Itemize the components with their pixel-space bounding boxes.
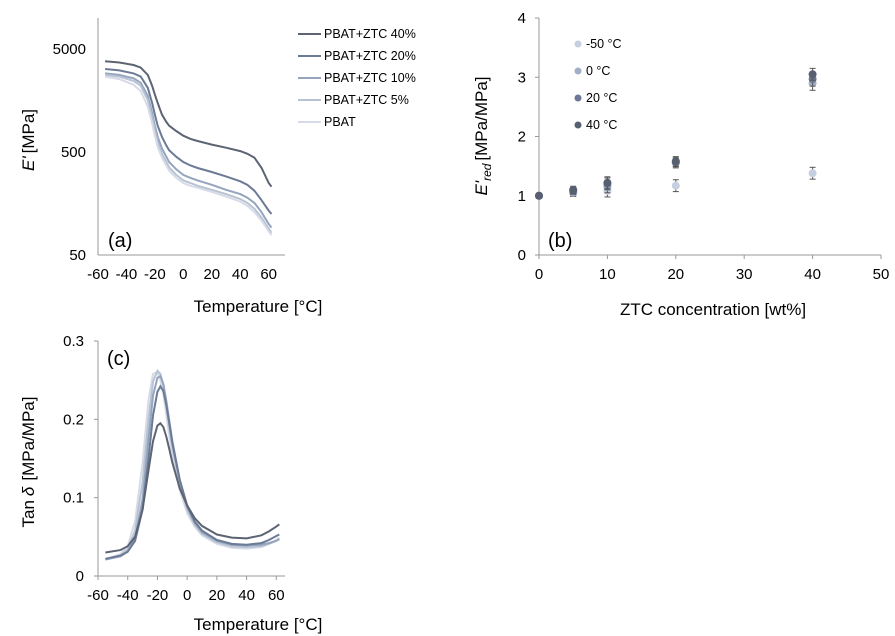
legend-marker bbox=[574, 40, 582, 48]
axis-b-x-ticks: 0 10 20 30 40 50 bbox=[535, 255, 890, 283]
axis-b-y-ticks: 0 1 2 3 4 bbox=[518, 10, 539, 264]
axis-b-y-tick-label: 0 bbox=[518, 247, 526, 264]
axis-c-y-ticks: 0 0.1 0.2 0.3 bbox=[63, 333, 98, 585]
axis-b-y-label: E'red[MPa/MPa] bbox=[472, 76, 494, 195]
panel-c-series bbox=[105, 368, 280, 561]
axis-a-y-ticks: 50 500 5000 bbox=[53, 41, 86, 264]
axis-a-x-tick-label: 0 bbox=[179, 266, 187, 283]
series-line bbox=[105, 68, 273, 215]
axis-b-x-tick-label: 30 bbox=[736, 266, 753, 283]
axis-b-y-tick-label: 4 bbox=[518, 10, 526, 27]
axis-a-x-ticks: -60 -40 -20 0 20 40 60 bbox=[87, 266, 277, 283]
data-point bbox=[671, 181, 680, 190]
legend-label: PBAT+ZTC 10% bbox=[324, 71, 416, 85]
axis-a-y-tick-label: 50 bbox=[69, 247, 86, 264]
axis-b-x-label: ZTC concentration [wt%] bbox=[620, 300, 806, 319]
axis-c-x-tick-label: -20 bbox=[147, 587, 169, 604]
data-point bbox=[603, 178, 612, 187]
legend-b: -50 °C 0 °C 20 °C 40 °C bbox=[574, 37, 622, 132]
panel-a-series bbox=[104, 60, 273, 236]
data-point bbox=[569, 185, 578, 194]
data-point bbox=[808, 70, 817, 79]
axis-b-y-tick-label: 1 bbox=[518, 188, 526, 205]
axis-b-x-tick-label: 50 bbox=[873, 266, 890, 283]
axis-b-x-tick-label: 40 bbox=[804, 266, 821, 283]
axis-b-x-tick-label: 10 bbox=[599, 266, 616, 283]
legend-label: PBAT bbox=[324, 115, 356, 129]
panel-b-label: (b) bbox=[548, 230, 572, 252]
legend-marker bbox=[574, 121, 582, 129]
legend-marker bbox=[574, 67, 582, 75]
series-line bbox=[105, 60, 273, 188]
series-line bbox=[104, 72, 273, 229]
data-point bbox=[671, 157, 680, 166]
axis-c-x-tick-label: 60 bbox=[268, 587, 285, 604]
axis-c-x-tick-label: -60 bbox=[87, 587, 109, 604]
legend-label: PBAT+ZTC 5% bbox=[324, 93, 409, 107]
series-line bbox=[104, 73, 273, 234]
axis-c-x-tick-label: 40 bbox=[238, 587, 255, 604]
axis-a-y-tick-label: 500 bbox=[61, 144, 86, 161]
panel-c: -60 -40 -20 0 20 40 60 0 0.1 0.2 0.3 (c) Temperat… bbox=[19, 333, 322, 634]
axis-a-x-tick-label: 60 bbox=[260, 266, 277, 283]
axis-a-y-label: E'[MPa] bbox=[19, 109, 38, 171]
axis-a-x-tick-label: -20 bbox=[144, 266, 166, 283]
axis-a-x-tick-label: -60 bbox=[87, 266, 109, 283]
legend-a: PBAT+ZTC 40% PBAT+ZTC 20% PBAT+ZTC 10% PBAT… bbox=[298, 27, 416, 129]
axis-a-y-tick-label: 5000 bbox=[53, 41, 86, 58]
axis-b-y-tick-label: 3 bbox=[518, 69, 526, 86]
axis-c-y-tick-label: 0 bbox=[76, 568, 84, 585]
series-line bbox=[105, 421, 280, 554]
legend-label: 20 °C bbox=[586, 91, 617, 105]
axis-a-x-label: Temperature [°C] bbox=[194, 297, 323, 316]
axis-b-y-tick-label: 2 bbox=[518, 129, 526, 146]
axis-c-x-label: Temperature [°C] bbox=[194, 615, 323, 634]
legend-label: -50 °C bbox=[586, 37, 622, 51]
axis-c-x-tick-label: 0 bbox=[183, 587, 191, 604]
data-point bbox=[808, 169, 817, 178]
legend-label: 40 °C bbox=[586, 118, 617, 132]
series-line bbox=[105, 371, 280, 561]
axis-b-x-tick-label: 0 bbox=[535, 266, 543, 283]
series-line bbox=[104, 75, 273, 236]
axis-c-y-label: Tanδ[MPa/MPa] bbox=[19, 397, 38, 528]
axis-c-y-tick-label: 0.2 bbox=[63, 411, 84, 428]
axis-c-y-tick-label: 0.1 bbox=[63, 490, 84, 507]
axis-c-x-ticks: -60 -40 -20 0 20 40 60 bbox=[87, 576, 285, 604]
axis-c-x-tick-label: -40 bbox=[117, 587, 139, 604]
legend-label: 0 °C bbox=[586, 64, 610, 78]
axis-a-x-tick-label: 20 bbox=[203, 266, 220, 283]
axis-a-x-tick-label: -40 bbox=[116, 266, 138, 283]
panel-b: 0 10 20 30 40 50 0 1 2 3 4 -50 °C 0 °C 20 °C 40 °C (… bbox=[472, 10, 889, 319]
panel-c-label: (c) bbox=[107, 348, 130, 370]
legend-label: PBAT+ZTC 20% bbox=[324, 49, 416, 63]
panel-a-label: (a) bbox=[108, 230, 132, 252]
axis-c-x-tick-label: 20 bbox=[209, 587, 226, 604]
data-point bbox=[535, 191, 543, 200]
axis-c-y-tick-label: 0.3 bbox=[63, 333, 84, 350]
axis-b-x-tick-label: 20 bbox=[667, 266, 684, 283]
legend-marker bbox=[574, 94, 582, 102]
axis-a-x-tick-label: 40 bbox=[232, 266, 249, 283]
legend-label: PBAT+ZTC 40% bbox=[324, 27, 416, 41]
panel-b-series bbox=[535, 67, 817, 200]
